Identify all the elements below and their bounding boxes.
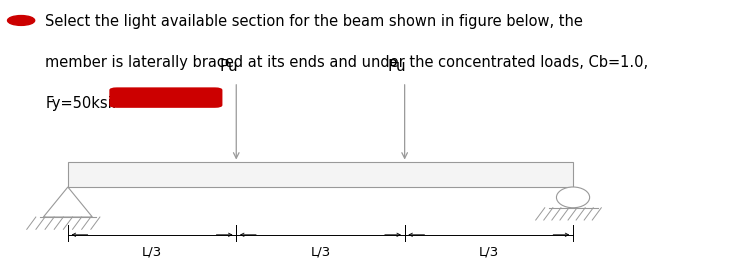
Text: member is laterally braced at its ends and under the concentrated loads, Cb=1.0,: member is laterally braced at its ends a… — [45, 55, 648, 70]
Text: L/3: L/3 — [311, 246, 330, 259]
Text: Fy=50ksi.: Fy=50ksi. — [45, 96, 117, 111]
Bar — [68, 162, 573, 187]
Ellipse shape — [556, 187, 590, 208]
Text: Select the light available section for the beam shown in figure below, the: Select the light available section for t… — [45, 14, 583, 29]
Text: L/3: L/3 — [479, 246, 499, 259]
Text: Pu: Pu — [219, 59, 238, 74]
FancyBboxPatch shape — [109, 87, 222, 108]
Text: Pu: Pu — [388, 59, 406, 74]
Circle shape — [8, 16, 35, 25]
Text: L/3: L/3 — [142, 246, 162, 259]
